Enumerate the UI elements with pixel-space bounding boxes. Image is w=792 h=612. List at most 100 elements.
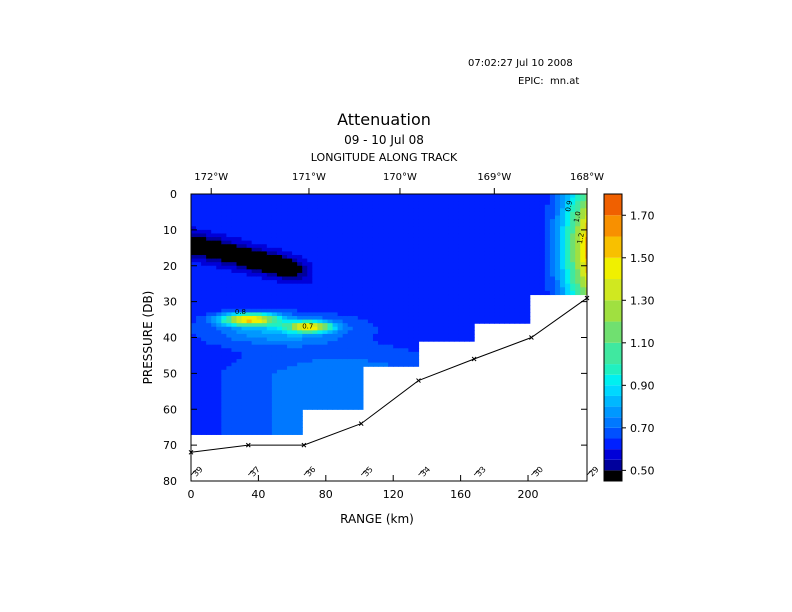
field-cell xyxy=(281,376,288,382)
field-cell xyxy=(297,280,303,285)
field-cell xyxy=(276,215,283,220)
field-cell xyxy=(463,240,470,245)
field-cell xyxy=(357,326,364,331)
field-cell xyxy=(221,355,227,360)
field-cell xyxy=(216,254,222,260)
field-cell xyxy=(433,298,440,303)
field-cell xyxy=(524,229,531,235)
field-cell xyxy=(201,351,207,357)
field-cell xyxy=(206,348,212,353)
field-cell xyxy=(342,290,349,296)
field-cell xyxy=(236,262,243,267)
field-cell xyxy=(221,219,227,224)
field-cell xyxy=(352,333,359,339)
field-cell xyxy=(352,269,359,274)
field-cell xyxy=(403,323,409,328)
field-cell xyxy=(276,405,283,410)
field-cell xyxy=(347,391,354,396)
field-cell xyxy=(575,194,581,199)
field-cell xyxy=(524,276,531,281)
field-cell xyxy=(297,283,303,288)
field-cell xyxy=(191,283,197,288)
field-cell xyxy=(216,315,222,321)
field-cell xyxy=(524,272,531,278)
field-cell xyxy=(332,305,339,310)
field-cell xyxy=(504,305,511,310)
field-cell xyxy=(297,427,303,432)
field-cell xyxy=(428,237,435,242)
field-cell xyxy=(261,312,268,317)
field-cell xyxy=(534,215,541,220)
field-cell xyxy=(474,219,480,224)
field-cell xyxy=(433,237,440,242)
field-cell xyxy=(236,301,243,306)
field-cell xyxy=(398,201,404,206)
field-cell xyxy=(408,247,415,252)
field-cell xyxy=(322,341,329,346)
field-cell xyxy=(271,373,278,378)
field-cell xyxy=(367,219,374,224)
field-cell xyxy=(201,391,207,396)
field-cell xyxy=(236,323,243,328)
field-cell xyxy=(226,330,233,335)
field-cell xyxy=(302,301,308,306)
field-cell xyxy=(287,204,293,209)
field-cell xyxy=(261,376,268,382)
field-cell xyxy=(494,233,500,238)
field-cell xyxy=(565,251,571,256)
field-cell xyxy=(388,312,394,317)
field-cell xyxy=(287,337,293,342)
field-cell xyxy=(196,405,202,410)
field-cell xyxy=(246,305,253,310)
field-cell xyxy=(312,337,318,342)
field-cell xyxy=(337,269,344,274)
field-cell xyxy=(312,254,318,260)
field-cell xyxy=(484,229,490,235)
field-cell xyxy=(403,287,409,292)
field-cell xyxy=(221,315,227,321)
field-cell xyxy=(241,391,248,396)
field-cell xyxy=(367,355,374,360)
field-cell xyxy=(337,262,344,267)
field-cell xyxy=(211,208,217,213)
field-cell xyxy=(201,423,207,428)
field-cell xyxy=(201,416,207,421)
field-cell xyxy=(271,330,278,335)
field-cell xyxy=(266,301,273,306)
field-cell xyxy=(514,312,521,317)
field-cell xyxy=(201,269,207,274)
field-cell xyxy=(408,219,415,224)
field-cell xyxy=(206,251,212,256)
field-cell xyxy=(560,290,566,296)
field-cell xyxy=(327,197,334,202)
field-cell xyxy=(544,215,551,220)
field-cell xyxy=(337,319,344,324)
field-cell xyxy=(413,362,420,367)
field-cell xyxy=(302,369,308,374)
field-cell xyxy=(469,211,475,217)
field-cell xyxy=(256,258,263,263)
field-cell xyxy=(226,240,233,245)
field-cell xyxy=(322,394,329,400)
field-cell xyxy=(327,240,334,245)
field-cell xyxy=(453,251,460,256)
field-cell xyxy=(524,258,531,263)
field-cell xyxy=(312,211,318,217)
field-cell xyxy=(469,265,475,270)
field-cell xyxy=(201,265,207,270)
field-cell xyxy=(534,208,541,213)
field-cell xyxy=(489,298,495,303)
field-cell xyxy=(191,387,197,392)
field-cell xyxy=(332,376,339,382)
field-cell xyxy=(438,272,445,278)
field-cell xyxy=(469,247,475,252)
field-cell xyxy=(246,402,253,407)
field-cell xyxy=(499,308,506,313)
x-tick-label: 0 xyxy=(188,488,195,501)
field-cell xyxy=(271,201,278,206)
field-cell xyxy=(418,308,425,313)
field-cell xyxy=(585,280,587,285)
colorbar-swatch xyxy=(604,395,622,407)
field-cell xyxy=(251,369,258,374)
field-cell xyxy=(413,201,420,206)
